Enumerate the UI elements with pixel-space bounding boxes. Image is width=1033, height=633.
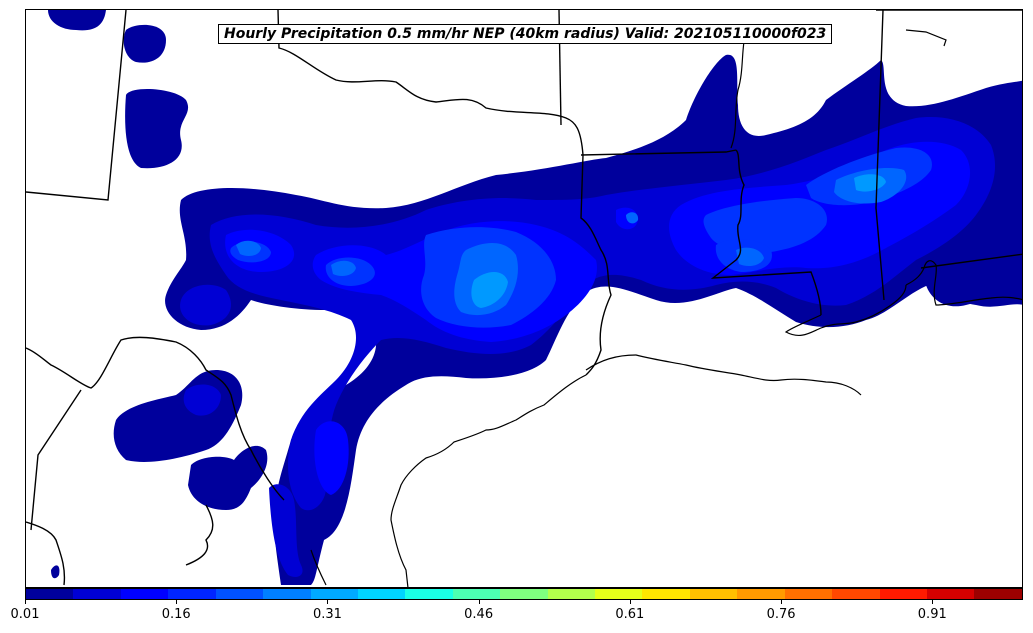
colorbar-tick-label: 0.91 [917, 607, 947, 622]
colorbar-swatch [879, 589, 928, 599]
colorbar-swatch [974, 589, 1022, 599]
map-panel: Hourly Precipitation 0.5 mm/hr NEP (40km… [25, 9, 1023, 588]
colorbar-swatch [26, 589, 74, 599]
colorbar-swatch [73, 589, 121, 599]
colorbar-swatch [927, 589, 975, 599]
colorbar-tick [932, 600, 934, 604]
colorbar-swatch [784, 589, 833, 599]
colorbar-tick-label: 0.61 [615, 607, 645, 622]
probability-level-6 [471, 174, 886, 308]
colorbar-swatch [310, 589, 358, 599]
colorbar-tick-label: 0.76 [766, 607, 796, 622]
colorbar-tick [478, 600, 480, 604]
colorbar-swatch [168, 589, 216, 599]
colorbar-tick [781, 600, 783, 604]
colorbar-swatch [452, 589, 501, 599]
state-boundaries [26, 10, 1022, 586]
colorbar-tick [629, 600, 631, 604]
colorbar-tick [176, 600, 178, 604]
colorbar-swatch [547, 589, 596, 599]
colorbar-tick-label: 0.01 [10, 607, 40, 622]
colorbar-swatch [357, 589, 406, 599]
coastline [310, 29, 1022, 587]
colorbar-swatch [832, 589, 880, 599]
map-title: Hourly Precipitation 0.5 mm/hr NEP (40km… [218, 24, 833, 44]
colorbar-swatch [500, 589, 548, 599]
colorbar-tick-label: 0.31 [312, 607, 342, 622]
colorbar-swatch [215, 589, 264, 599]
colorbar-swatch [595, 589, 643, 599]
precipitation-map [26, 10, 1022, 587]
colorbar-swatch [120, 589, 169, 599]
colorbar-swatch [642, 589, 690, 599]
colorbar-swatch [405, 589, 453, 599]
colorbar-tick-label: 0.46 [464, 607, 494, 622]
colorbar-swatch [737, 589, 785, 599]
colorbar [25, 588, 1023, 600]
colorbar-swatch [689, 589, 738, 599]
colorbar-swatch [263, 589, 311, 599]
colorbar-tick [25, 600, 26, 604]
colorbar-tick-label: 0.16 [161, 607, 191, 622]
colorbar-tick [327, 600, 329, 604]
